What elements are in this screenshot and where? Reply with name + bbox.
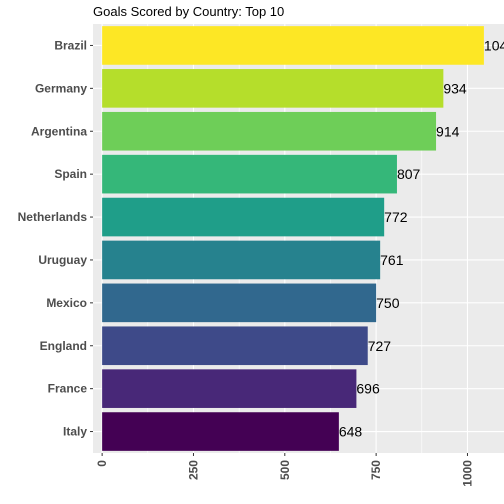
bar-brazil <box>102 26 484 65</box>
bar-argentina <box>102 111 437 151</box>
category-label-netherlands: Netherlands <box>18 210 88 224</box>
data-label-england: 727 <box>368 338 392 354</box>
category-label-germany: Germany <box>35 81 87 95</box>
category-label-mexico: Mexico <box>46 296 87 310</box>
x-tick-label: 500 <box>278 460 292 480</box>
data-label-italy: 648 <box>339 424 363 440</box>
category-label-spain: Spain <box>54 167 87 181</box>
data-label-spain: 807 <box>397 166 421 182</box>
x-tick-label: 250 <box>186 460 200 480</box>
x-tick-label: 1000 <box>460 460 474 487</box>
bar-spain <box>102 154 397 194</box>
data-label-germany: 934 <box>443 80 467 96</box>
category-label-uruguay: Uruguay <box>38 253 87 267</box>
data-label-argentina: 914 <box>436 123 460 139</box>
category-label-italy: Italy <box>63 425 87 439</box>
data-label-brazil: 1045 <box>484 37 504 53</box>
y-axis-category-labels: Italy France England Mexico Uruguay Netherlan… <box>18 38 93 439</box>
x-tick-label: 750 <box>369 460 383 480</box>
data-label-mexico: 750 <box>376 295 400 311</box>
bar-uruguay <box>102 240 381 280</box>
data-label-netherlands: 772 <box>384 209 408 225</box>
bar-netherlands <box>102 197 385 237</box>
bars <box>102 26 484 451</box>
x-tick-label: 0 <box>95 460 109 467</box>
category-label-france: France <box>48 382 88 396</box>
bar-england <box>102 326 368 366</box>
x-axis-tick-labels: 0 250 500 750 1000 <box>95 453 474 487</box>
bar-italy <box>102 412 339 451</box>
data-labels: 648 696 727 750 761 772 807 914 934 1045 <box>339 37 504 439</box>
data-label-france: 696 <box>356 381 380 397</box>
category-label-england: England <box>40 339 87 353</box>
category-label-argentina: Argentina <box>31 124 87 138</box>
bar-france <box>102 369 357 408</box>
chart-title: Goals Scored by Country: Top 10 <box>93 4 284 19</box>
bar-mexico <box>102 283 377 323</box>
category-label-brazil: Brazil <box>54 38 87 52</box>
data-label-uruguay: 761 <box>380 252 404 268</box>
bar-germany <box>102 69 444 108</box>
